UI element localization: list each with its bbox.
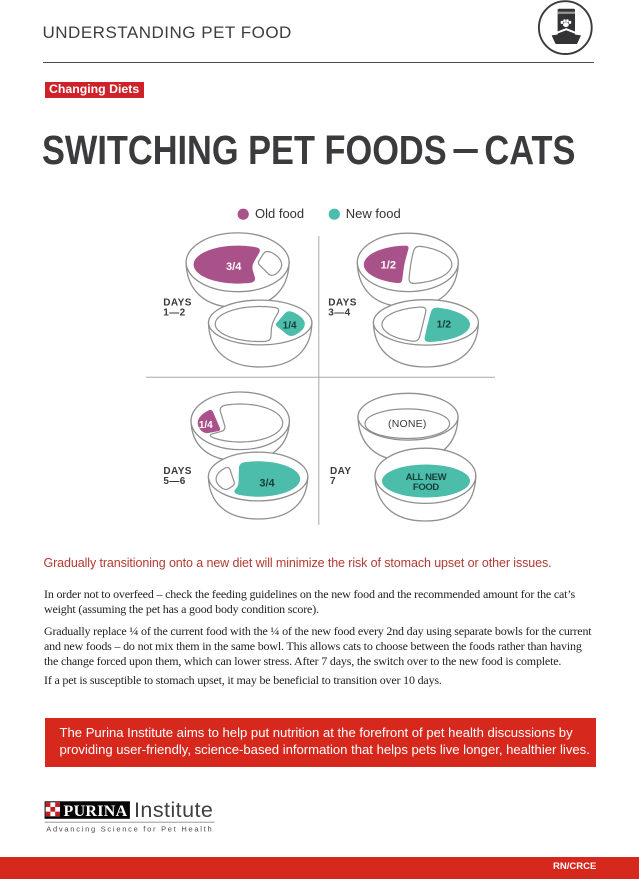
svg-text:5—6: 5—6 (163, 476, 185, 487)
svg-text:7: 7 (330, 476, 336, 487)
svg-text:1/4: 1/4 (199, 420, 213, 431)
svg-text:DAYS: DAYS (163, 466, 191, 477)
svg-text:DAY: DAY (330, 466, 351, 477)
svg-text:1—2: 1—2 (163, 308, 185, 319)
svg-text:FOOD: FOOD (413, 482, 440, 493)
svg-text:DAYS: DAYS (163, 297, 191, 308)
svg-text:ALL NEW: ALL NEW (406, 472, 447, 483)
svg-text:3/4: 3/4 (259, 478, 275, 490)
svg-text:(NONE): (NONE) (388, 418, 427, 430)
svg-text:1/2: 1/2 (381, 259, 396, 271)
svg-text:1/4: 1/4 (283, 321, 297, 332)
svg-text:Institute: Institute (134, 799, 213, 822)
svg-text:Advancing Science for Pet Heal: Advancing Science for Pet Health (46, 825, 213, 834)
svg-text:1/2: 1/2 (436, 318, 451, 330)
svg-text:3—4: 3—4 (328, 308, 350, 319)
svg-text:3/4: 3/4 (226, 261, 242, 273)
svg-text:DAYS: DAYS (328, 297, 356, 308)
svg-text:PURINA: PURINA (64, 803, 128, 820)
